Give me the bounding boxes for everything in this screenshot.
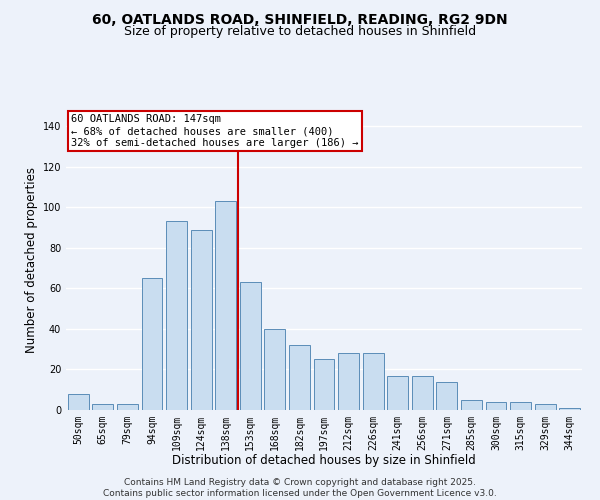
Bar (314, 360, 334, 410)
Text: Size of property relative to detached houses in Shinfield: Size of property relative to detached ho… (124, 25, 476, 38)
Bar (535, 404, 556, 410)
Bar (166, 222, 187, 410)
Bar (142, 278, 163, 410)
Text: Contains HM Land Registry data © Crown copyright and database right 2025.
Contai: Contains HM Land Registry data © Crown c… (103, 478, 497, 498)
Bar (436, 382, 457, 410)
Bar (240, 282, 261, 410)
Bar (485, 402, 506, 410)
Bar (92, 404, 113, 410)
Y-axis label: Number of detached properties: Number of detached properties (25, 167, 38, 353)
Bar (265, 329, 286, 410)
Bar (68, 394, 89, 410)
Bar (289, 345, 310, 410)
Text: 60 OATLANDS ROAD: 147sqm
← 68% of detached houses are smaller (400)
32% of semi-: 60 OATLANDS ROAD: 147sqm ← 68% of detach… (71, 114, 359, 148)
Bar (412, 376, 433, 410)
Bar (387, 376, 408, 410)
Bar (117, 404, 138, 410)
Bar (215, 201, 236, 410)
Text: 60, OATLANDS ROAD, SHINFIELD, READING, RG2 9DN: 60, OATLANDS ROAD, SHINFIELD, READING, R… (92, 12, 508, 26)
X-axis label: Distribution of detached houses by size in Shinfield: Distribution of detached houses by size … (172, 454, 476, 468)
Bar (362, 353, 383, 410)
Bar (191, 230, 212, 410)
Bar (510, 402, 531, 410)
Bar (461, 400, 482, 410)
Bar (559, 408, 580, 410)
Bar (338, 353, 359, 410)
